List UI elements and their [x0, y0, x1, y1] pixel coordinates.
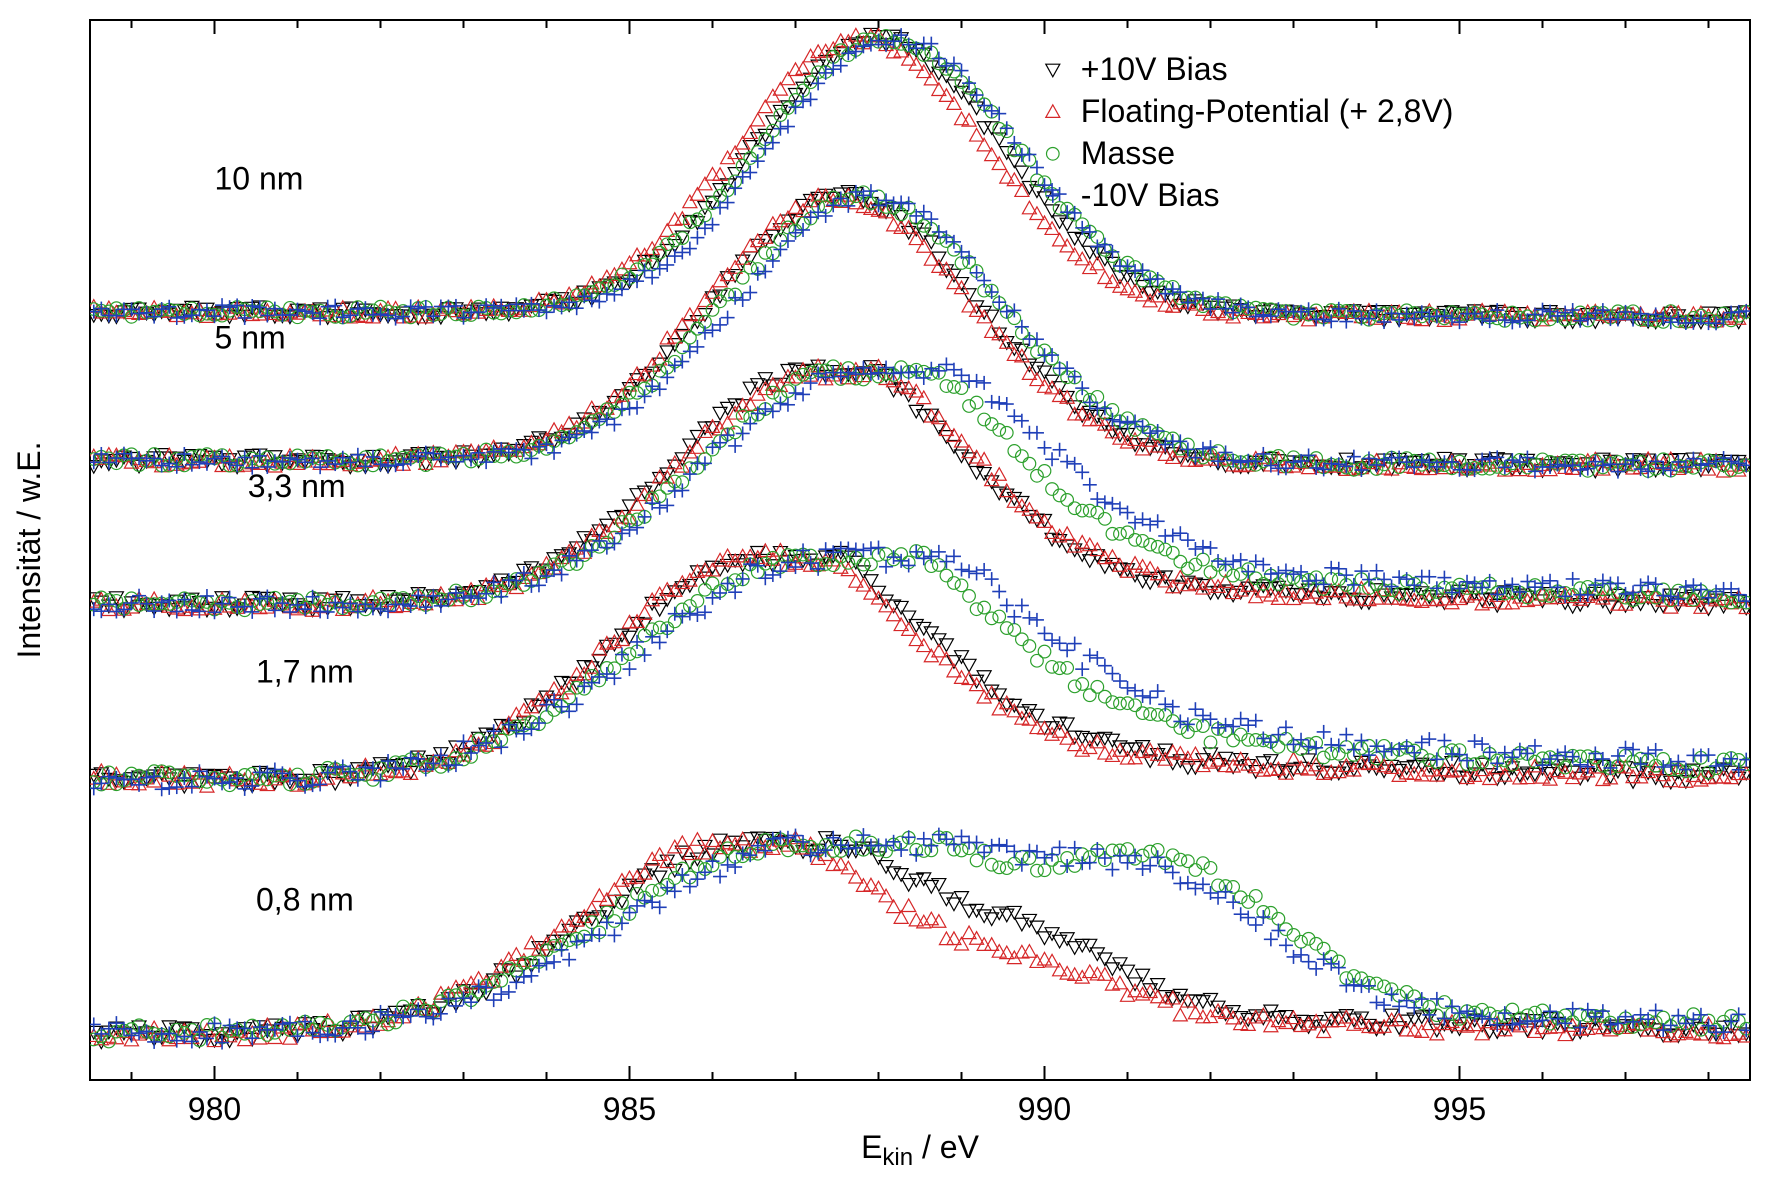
trace-label: 5 nm — [215, 320, 286, 356]
legend-label: Masse — [1081, 135, 1175, 171]
series-plus10 — [87, 186, 1753, 478]
x-axis-label: Ekin / eV — [861, 1129, 980, 1171]
series-masse — [87, 830, 1752, 1048]
trace-label: 1,7 nm — [256, 654, 354, 690]
legend-row-masse: Masse — [1047, 135, 1176, 171]
trace-label: 10 nm — [215, 161, 304, 197]
legend-label: Floating-Potential (+ 2,8V) — [1081, 93, 1454, 129]
x-tick-label: 980 — [188, 1091, 241, 1127]
legend-row-plus10: +10V Bias — [1046, 51, 1228, 87]
series-masse — [87, 30, 1752, 329]
series-plus10 — [87, 28, 1753, 328]
x-tick-label: 990 — [1018, 1091, 1071, 1127]
y-axis-label: Intensität / w.E. — [11, 442, 47, 659]
trace-label: 3,3 nm — [248, 468, 346, 504]
legend-label: -10V Bias — [1081, 177, 1220, 213]
legend: +10V Bias Floating-Potential (+ 2,8V) Mass… — [1046, 51, 1454, 213]
legend-row-minus10: -10V Bias — [1046, 177, 1220, 213]
series-float — [87, 188, 1753, 477]
series-minus10 — [87, 28, 1753, 330]
spectra-chart: 980 985 990 995 Ekin / eV Intensität / w.E. 10… — [0, 0, 1770, 1183]
legend-row-float: Floating-Potential (+ 2,8V) — [1046, 93, 1454, 129]
x-tick-label: 985 — [603, 1091, 656, 1127]
chart-container: 980 985 990 995 Ekin / eV Intensität / w.E. 10… — [0, 0, 1770, 1183]
legend-label: +10V Bias — [1081, 51, 1228, 87]
x-tick-label: 995 — [1433, 1091, 1486, 1127]
trace-label: 0,8 nm — [256, 881, 354, 917]
series-float — [87, 28, 1753, 327]
